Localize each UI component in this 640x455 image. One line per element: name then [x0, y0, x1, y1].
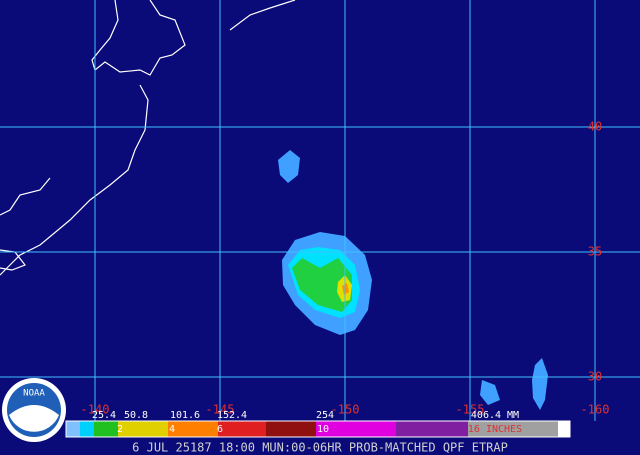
lat-label: 35 — [588, 245, 602, 259]
inch-label: 2 — [117, 424, 123, 435]
mm-label: 25.4 — [92, 410, 116, 421]
coastline — [0, 0, 296, 276]
mm-label: 406.4 MM — [471, 410, 519, 421]
lon-label: -150 — [331, 403, 360, 417]
mm-label: 50.8 — [124, 410, 148, 421]
inch-label: 6 — [217, 424, 223, 435]
logo-text: NOAA — [23, 389, 45, 399]
noaa-logo: NOAA — [2, 378, 66, 442]
lon-label: -145 — [206, 403, 235, 417]
inch-label: 4 — [169, 424, 175, 435]
color-bar — [65, 420, 571, 438]
mm-label: 152.4 — [217, 410, 247, 421]
lon-label: -155 — [456, 403, 485, 417]
inch-label: 16 INCHES — [468, 424, 522, 435]
lat-label: 40 — [588, 120, 602, 134]
lat-label: 30 — [588, 370, 602, 384]
inch-label: 10 — [317, 424, 329, 435]
lon-label: -140 — [81, 403, 110, 417]
caption: 6 JUL 25187 18:00 MUN:00-06HR PROB-MATCH… — [132, 441, 508, 455]
mm-label: 101.6 — [170, 410, 200, 421]
grid — [0, 0, 640, 421]
precipitation — [278, 150, 548, 410]
mm-label: 254 — [316, 410, 334, 421]
lon-label: -160 — [581, 403, 610, 417]
